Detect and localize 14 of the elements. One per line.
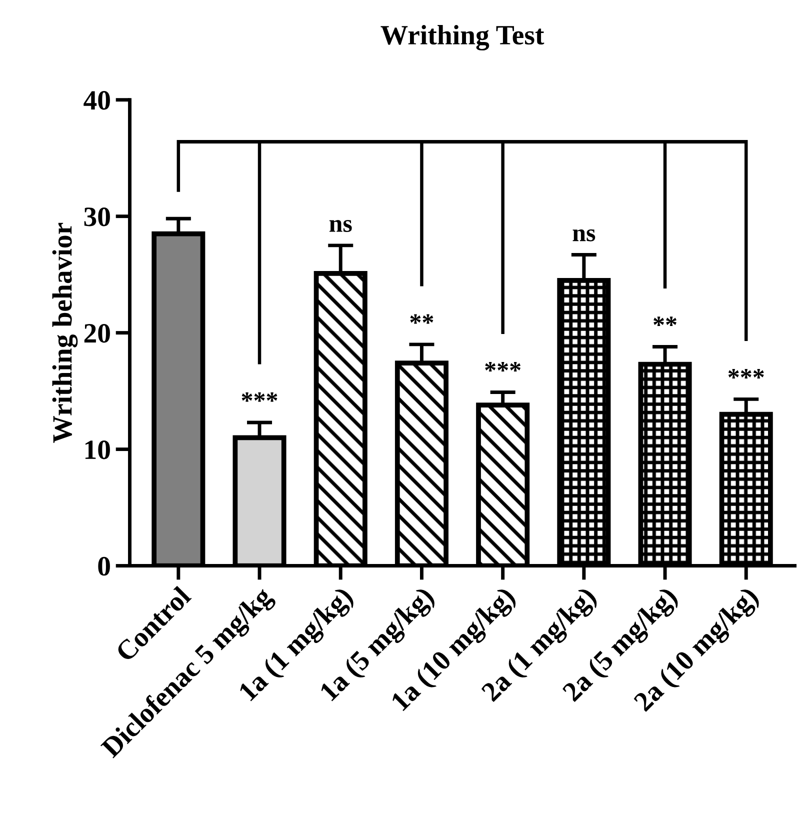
y-axis-title: Writhing behavior — [52, 222, 78, 443]
annotation: ns — [572, 229, 596, 242]
annotation: ** — [410, 314, 434, 324]
y-tick-label: 30 — [84, 207, 110, 226]
y-tick-label: 0 — [98, 556, 110, 576]
annotation: ** — [654, 316, 676, 326]
annotation: *** — [728, 369, 764, 378]
y-tick-label: 20 — [84, 324, 110, 343]
chart-title: Writhing Test — [380, 25, 544, 50]
annotation: ns — [329, 220, 352, 232]
y-tick-label: 10 — [85, 440, 110, 460]
y-tick-label: 40 — [84, 91, 110, 110]
annotation: *** — [485, 362, 521, 372]
annotation: *** — [242, 392, 278, 402]
